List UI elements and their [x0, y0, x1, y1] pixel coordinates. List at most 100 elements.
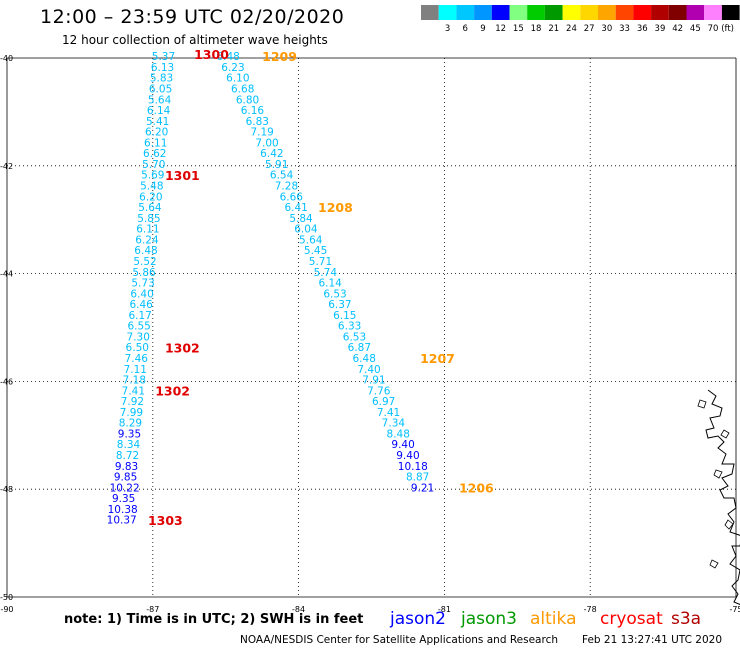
map-subtitle: 12 hour collection of altimeter wave hei… [62, 33, 328, 47]
legend-swatch [615, 5, 634, 20]
wave-height-value: 8.48 [387, 428, 410, 440]
wave-height-value: 5.84 [289, 213, 313, 225]
time-marks: 1300 1209 1301 1208 1302 1302 1207 1303 1206 [148, 47, 494, 528]
wave-height-value: 9.35 [112, 493, 135, 505]
wave-height-value: 5.71 [309, 256, 332, 268]
map-title: 12:00 – 23:59 UTC 02/20/2020 [40, 6, 345, 28]
legend-swatch [474, 5, 492, 20]
wave-height-value: 9.40 [396, 450, 419, 462]
wave-height-value: 7.41 [122, 385, 145, 397]
wave-height-value: 7.76 [367, 385, 391, 397]
wave-height-value: 6.20 [139, 191, 162, 203]
footer-note: note: 1) Time is in UTC; 2) SWH is in fe… [64, 612, 364, 627]
time-mark-label: 1301 [165, 168, 200, 183]
wave-height-value: 6.54 [270, 170, 294, 182]
legend-unit-label: (ft) [721, 24, 734, 34]
time-mark-label: 1207 [420, 351, 455, 366]
legend-swatch [491, 5, 510, 20]
wave-height-value: 6.46 [129, 299, 153, 311]
wave-height-value: 6.66 [280, 191, 304, 203]
wave-height-value: 9.35 [118, 428, 141, 440]
time-mark-label: 1300 [194, 47, 229, 62]
wave-height-value: 6.14 [318, 278, 342, 290]
legend-swatch [544, 5, 563, 20]
wave-height-value: 6.20 [145, 127, 168, 139]
wave-height-value: 8.34 [117, 439, 141, 451]
legend-value-label: 6 [463, 24, 468, 34]
wave-height-value: 6.53 [323, 288, 346, 300]
wave-height-value: 6.83 [246, 116, 269, 128]
latitude-tick-label: -48 [0, 485, 13, 494]
wave-height-value: 9.40 [391, 439, 414, 451]
coastline [697, 389, 740, 605]
wave-height-value: 5.48 [140, 181, 163, 193]
wave-height-value: 5.85 [137, 213, 160, 225]
wave-height-value: 9.85 [114, 472, 137, 484]
wave-height-value: 10.38 [108, 504, 138, 516]
wave-height-value: 6.48 [353, 353, 376, 365]
wave-height-value: 6.97 [372, 396, 395, 408]
legend-value-label: 45 [690, 24, 701, 34]
legend-swatch [598, 5, 616, 20]
wave-height-value: 5.86 [132, 267, 156, 279]
wave-height-value: 10.37 [107, 515, 137, 527]
satellite-altika-label: altika [530, 609, 577, 629]
legend-swatch [704, 5, 722, 20]
wave-height-value: 8.87 [406, 472, 429, 484]
satellite-s3a-label: s3a [671, 609, 702, 629]
wave-height-value: 6.55 [127, 321, 150, 333]
wave-height-value: 6.80 [236, 94, 259, 106]
wave-height-value: 7.11 [124, 364, 147, 376]
wave-height-value: 5.52 [133, 256, 156, 268]
latitude-tick-label: -42 [0, 162, 13, 171]
wave-height-value: 6.11 [144, 137, 167, 149]
legend-swatch [509, 5, 528, 20]
wave-height-value: 5.64 [299, 234, 323, 246]
wave-height-value: 7.92 [121, 396, 144, 408]
legend-value-label: 3 [445, 24, 450, 34]
wave-height-value: 6.48 [134, 245, 157, 257]
wave-height-value: 7.00 [255, 137, 278, 149]
wave-height-value: 6.14 [147, 105, 171, 117]
longitude-tick-label: -81 [438, 605, 451, 614]
wave-height-value: 6.17 [128, 310, 151, 322]
wave-height-value: 5.74 [314, 267, 338, 279]
wave-height-value: 7.19 [250, 127, 273, 139]
wave-height-value: 5.41 [146, 116, 169, 128]
legend-swatch [633, 5, 652, 20]
map-grid: -90 -87 -84 -81 -78 -75 -40 -42 -44 -46 -48 -50 [0, 54, 740, 614]
color-legend: 3 6 9 12 15 18 21 24 27 30 33 36 39 42 45 70 (ft) [421, 5, 740, 34]
wave-height-value: 6.11 [136, 224, 159, 236]
longitude-tick-label: -84 [292, 605, 305, 614]
legend-value-label: 18 [531, 24, 542, 34]
wave-height-value: 6.05 [149, 83, 172, 95]
coastline-islands [697, 399, 734, 569]
wave-height-value: 6.50 [126, 342, 149, 354]
time-mark-label: 1206 [459, 480, 494, 495]
legend-swatch [668, 5, 687, 20]
satellite-jason3-label: jason3 [461, 609, 517, 629]
wave-height-value: 7.18 [123, 375, 146, 387]
credit-line: NOAA/NESDIS Center for Satellite Applica… [240, 634, 558, 646]
legend-value-label: 15 [513, 24, 524, 34]
wave-height-value: 8.72 [116, 450, 139, 462]
wave-height-value: 5.64 [138, 202, 162, 214]
legend-value-label: 21 [548, 24, 559, 34]
legend-swatch [580, 5, 598, 20]
legend-swatch [421, 5, 439, 20]
latitude-tick-label: -50 [0, 593, 13, 602]
legend-value-label: 39 [655, 24, 666, 34]
wave-height-value: 8.29 [119, 418, 142, 430]
legend-swatch [562, 5, 581, 20]
wave-height-value: 6.48 [216, 51, 239, 63]
satellite-jason2-label: jason2 [390, 609, 446, 629]
time-mark-label: 1209 [262, 49, 297, 64]
wave-height-value: 6.10 [226, 73, 249, 85]
wave-height-value: 10.22 [110, 482, 140, 494]
legend-value-label: 33 [619, 24, 630, 34]
wave-height-value: 6.40 [130, 288, 153, 300]
wave-height-value: 7.28 [275, 181, 298, 193]
longitude-tick-label: -78 [584, 605, 597, 614]
wave-height-value: 5.45 [304, 245, 327, 257]
legend-value-label: 27 [584, 24, 595, 34]
